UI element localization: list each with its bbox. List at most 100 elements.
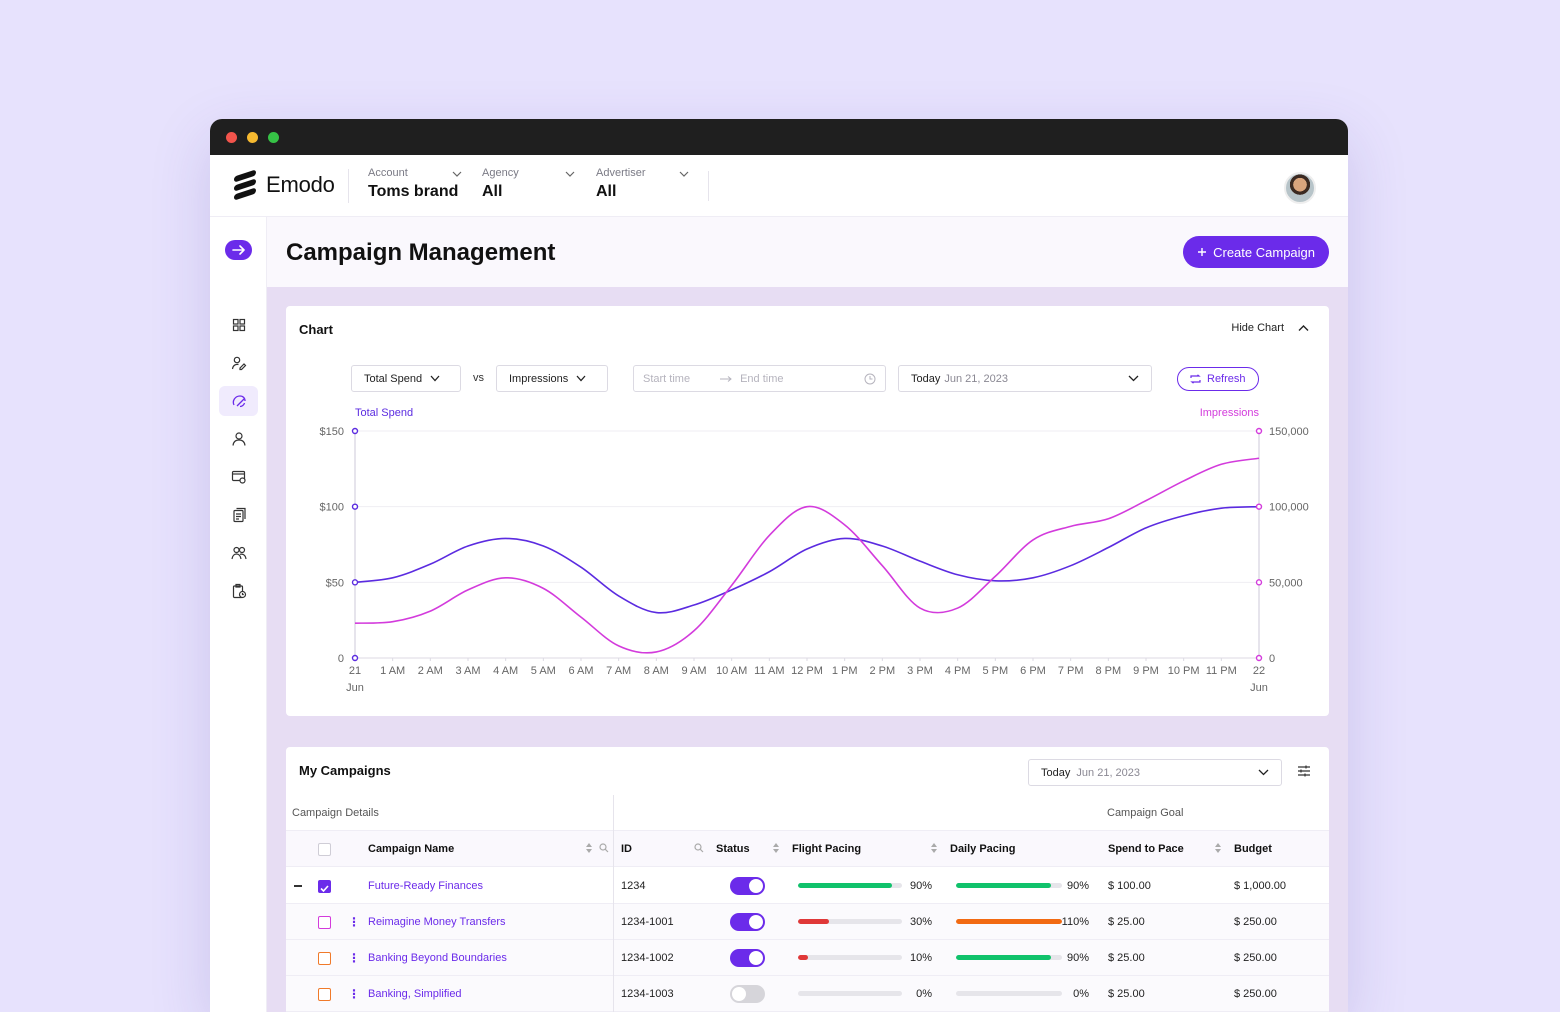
arrow-right-icon [231, 245, 245, 255]
col-status[interactable]: Status [716, 843, 750, 855]
sort-icon[interactable] [585, 842, 593, 854]
y-axis-right-title: Impressions [1200, 407, 1260, 419]
row-checkbox[interactable] [318, 880, 331, 893]
time-range-picker[interactable]: Start time End time [633, 365, 886, 392]
flight-pacing-bar [798, 991, 902, 996]
expand-sidebar-button[interactable] [225, 240, 252, 260]
title-bar [210, 119, 1348, 155]
row-menu-icon[interactable]: ⋮ [348, 951, 360, 965]
campaigns-title: My Campaigns [299, 763, 391, 778]
chart-card: Chart Hide Chart Total Spend vs Impressi… [286, 306, 1329, 716]
logo[interactable]: Emodo [232, 169, 335, 201]
end-time-input[interactable]: End time [740, 372, 784, 385]
advertiser-selector[interactable]: Advertiser All [596, 167, 692, 201]
axis-marker-right [1255, 579, 1263, 586]
row-checkbox[interactable] [318, 916, 331, 929]
table-row[interactable]: Future-Ready Finances 1234 90% 90% $ 100.00 $… [286, 868, 1329, 904]
budget: $ 1,000.00 [1234, 880, 1286, 892]
table-header: Campaign Name ID Status Flight Pacing Da… [286, 831, 1329, 867]
nav-audience[interactable] [219, 424, 258, 454]
sort-icon[interactable] [1214, 842, 1222, 854]
nav-team[interactable] [219, 538, 258, 568]
col-spend-to-pace[interactable]: Spend to Pace [1108, 843, 1184, 855]
x-tick: 21 [349, 665, 361, 677]
dashboard-icon [232, 318, 245, 332]
flight-pacing-value: 90% [909, 880, 932, 892]
account-selector[interactable]: Account Toms brand [368, 167, 464, 201]
x-tick: 8 AM [644, 665, 669, 677]
agency-value: All [482, 183, 503, 200]
campaign-name-link[interactable]: Future-Ready Finances [368, 880, 483, 892]
col-id[interactable]: ID [621, 843, 632, 855]
status-toggle[interactable] [730, 949, 765, 967]
row-checkbox[interactable] [318, 988, 331, 1001]
col-daily-pacing[interactable]: Daily Pacing [950, 843, 1016, 855]
table-row[interactable]: ⋮ Banking, Simplified 1234-1003 0% 0% $ 25.00… [286, 976, 1329, 1012]
campaign-name-link[interactable]: Banking, Simplified [368, 988, 462, 1000]
app-name: Emodo [266, 172, 335, 197]
divider [708, 171, 709, 201]
avatar[interactable] [1284, 172, 1316, 204]
reports-icon [232, 507, 246, 523]
row-menu-icon[interactable]: ⋮ [348, 987, 360, 1001]
nav-billing[interactable] [219, 576, 258, 606]
agency-selector[interactable]: Agency All [482, 167, 578, 201]
campaign-name-link[interactable]: Banking Beyond Boundaries [368, 952, 507, 964]
x-tick: 5 AM [531, 665, 556, 677]
col-campaign-name[interactable]: Campaign Name [368, 843, 455, 855]
y-tick-right: 50,000 [1269, 577, 1303, 589]
vs-label: vs [473, 372, 484, 384]
budget: $ 250.00 [1234, 988, 1277, 1000]
nav-reports[interactable] [219, 500, 258, 530]
table-row[interactable]: ⋮ Banking Beyond Boundaries 1234-1002 10% 90… [286, 940, 1329, 976]
x-tick: 6 PM [1020, 665, 1046, 677]
minimize-window-icon[interactable] [247, 132, 258, 143]
campaigns-date-select[interactable]: Today Jun 21, 2023 [1028, 759, 1282, 786]
nav-campaigns[interactable] [219, 386, 258, 416]
account-label: Account [368, 167, 408, 179]
refresh-icon [1190, 374, 1201, 384]
col-flight-pacing[interactable]: Flight Pacing [792, 843, 862, 855]
refresh-button[interactable]: Refresh [1177, 367, 1259, 391]
flight-pacing-fill [798, 919, 830, 924]
maximize-window-icon[interactable] [268, 132, 279, 143]
check-icon [320, 885, 329, 893]
x-tick: 10 AM [716, 665, 747, 677]
advertiser-label: Advertiser [596, 167, 646, 179]
nav-creatives[interactable] [219, 462, 258, 492]
status-toggle[interactable] [730, 913, 765, 931]
collapse-icon[interactable] [294, 885, 302, 887]
status-toggle[interactable] [730, 877, 765, 895]
hide-chart-label: Hide Chart [1231, 322, 1284, 334]
flight-pacing-bar [798, 955, 902, 960]
search-icon[interactable] [599, 843, 609, 853]
close-window-icon[interactable] [226, 132, 237, 143]
x-tick: 3 PM [907, 665, 933, 677]
y-tick-left: $100 [320, 502, 344, 514]
column-settings-icon[interactable] [1297, 764, 1311, 778]
hide-chart-button[interactable]: Hide Chart [1231, 322, 1309, 334]
metric-left-select[interactable]: Total Spend [351, 365, 461, 392]
start-time-input[interactable]: Start time [643, 372, 691, 385]
campaign-name-link[interactable]: Reimagine Money Transfers [368, 916, 506, 928]
col-budget[interactable]: Budget [1234, 843, 1272, 855]
create-campaign-button[interactable]: Create Campaign [1183, 236, 1329, 268]
nav-dashboard[interactable] [219, 310, 258, 340]
daily-pacing-bar [956, 991, 1062, 996]
status-toggle[interactable] [730, 985, 765, 1003]
metric-right-select[interactable]: Impressions [496, 365, 608, 392]
sort-icon[interactable] [772, 842, 780, 854]
daily-pacing-value: 90% [1066, 880, 1089, 892]
spend-to-pace: $ 25.00 [1108, 952, 1145, 964]
nav-user-settings[interactable] [219, 348, 258, 378]
row-menu-icon[interactable]: ⋮ [348, 915, 360, 929]
search-icon[interactable] [694, 843, 704, 853]
date-select[interactable]: Today Jun 21, 2023 [898, 365, 1152, 392]
select-all-checkbox[interactable] [318, 843, 331, 856]
sort-icon[interactable] [930, 842, 938, 854]
chevron-down-icon [679, 171, 689, 177]
table-row[interactable]: ⋮ Reimagine Money Transfers 1234-1001 30% 11… [286, 904, 1329, 940]
advertiser-value: All [596, 183, 617, 200]
row-checkbox[interactable] [318, 952, 331, 965]
campaign-id: 1234 [621, 880, 646, 892]
